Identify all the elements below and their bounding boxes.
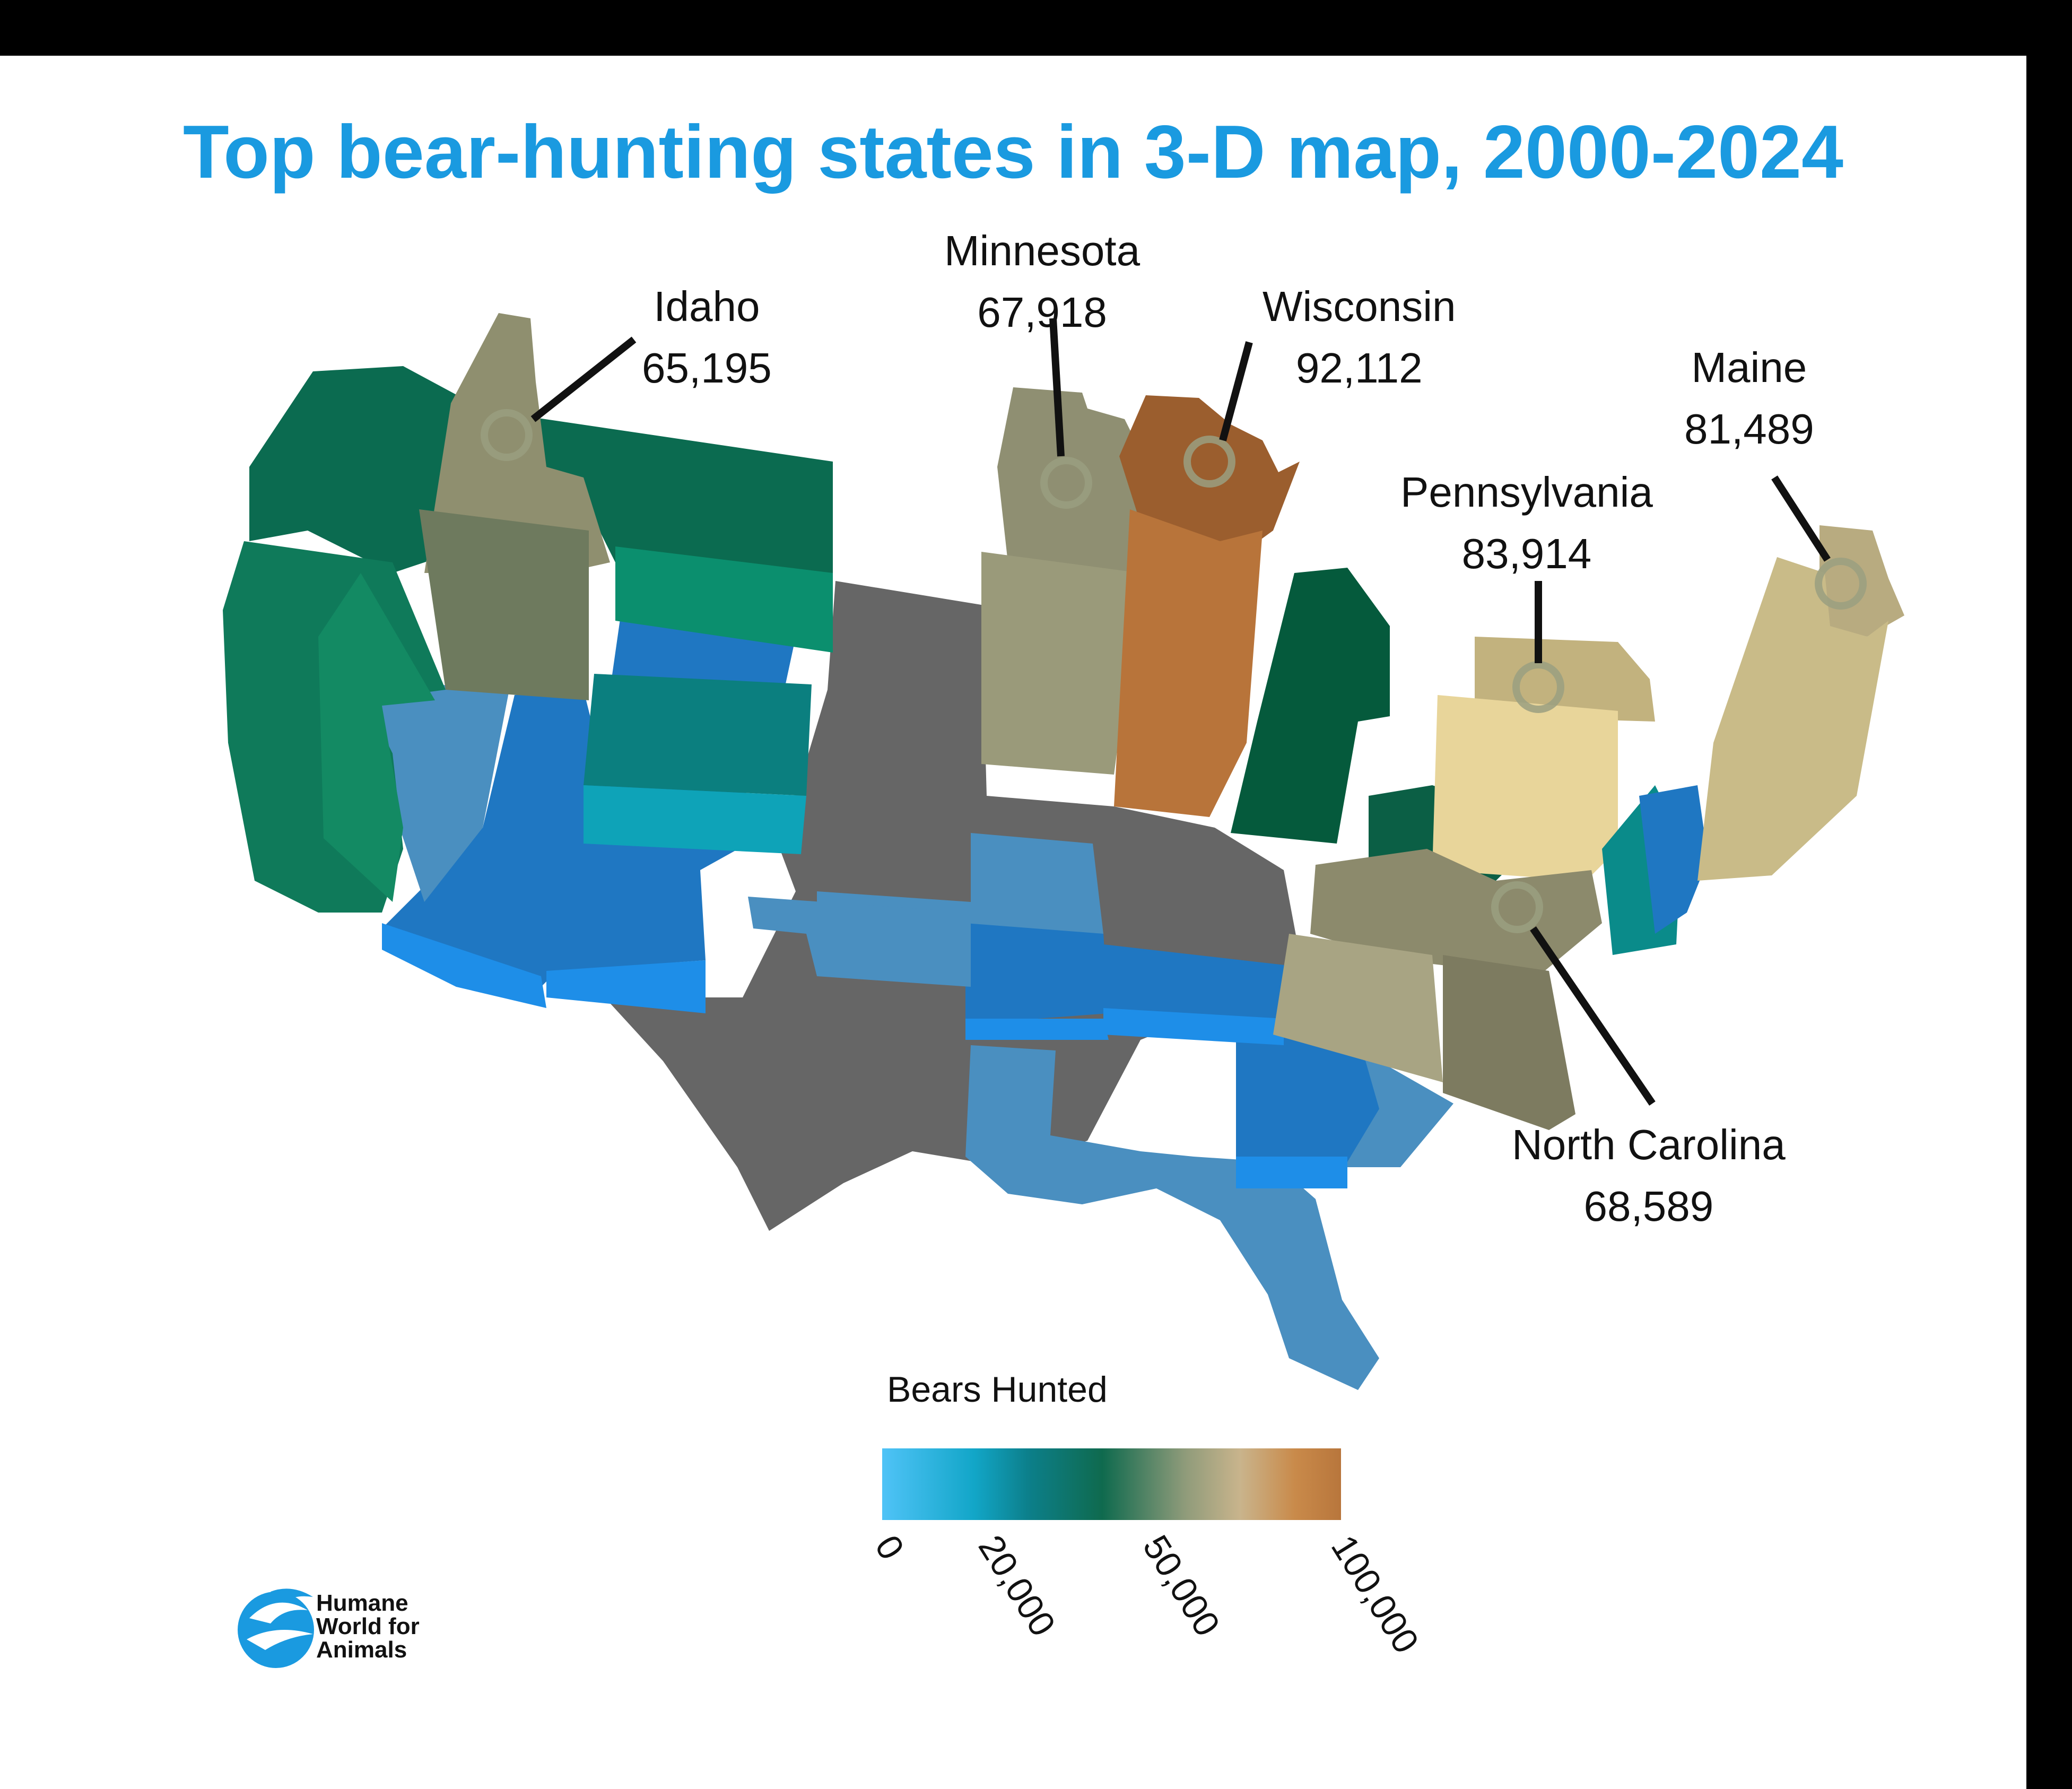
right-black-bar (2026, 0, 2072, 1789)
region-south-blue-front (965, 1008, 1347, 1188)
callout-wisconsin-state: Wisconsin (1263, 283, 1456, 330)
logo-line-2: World for (316, 1613, 420, 1639)
region-michigan (1231, 568, 1390, 844)
region-pacific-green (249, 366, 472, 573)
region-southwest-blue-front (382, 923, 706, 1013)
callout-idaho-value: 65,195 (642, 344, 772, 392)
map-title: Top bear-hunting states in 3-D map, 2000… (182, 110, 1844, 194)
callout-leaders (530, 318, 1831, 1106)
top-black-bar (0, 0, 2072, 56)
region-idaho-front (419, 509, 589, 700)
callout-north-carolina-value: 68,589 (1583, 1183, 1714, 1230)
region-south-blue (965, 923, 1379, 1162)
callout-pennsylvania-state: Pennsylvania (1400, 468, 1653, 516)
region-colorado-teal-front (584, 785, 806, 854)
callout-pennsylvania: Pennsylvania 83,914 (1400, 462, 1653, 585)
callout-minnesota: Minnesota 67,918 (944, 220, 1140, 343)
region-new-england-blue (1639, 785, 1708, 934)
callout-maine-value: 81,489 (1684, 405, 1814, 453)
legend-color-bar (882, 1448, 1341, 1520)
region-california-side (318, 573, 435, 902)
region-minnesota-top (997, 387, 1146, 573)
region-oklahoma-light (748, 897, 971, 987)
region-montana-green (509, 414, 833, 578)
region-maine-front (1697, 557, 1888, 881)
region-north-carolina-side (1443, 955, 1575, 1130)
callout-maine: Maine 81,489 (1684, 337, 1814, 460)
region-north-carolina-top (1310, 849, 1602, 976)
legend-title: Bears Hunted (887, 1369, 1108, 1410)
logo-line-3: Animals (316, 1637, 407, 1663)
region-idaho-top (424, 313, 610, 573)
callout-minnesota-state: Minnesota (944, 227, 1141, 274)
callout-north-carolina-state: North Carolina (1512, 1121, 1786, 1168)
callout-pennsylvania-value: 83,914 (1461, 530, 1592, 577)
callout-minnesota-value: 67,918 (977, 289, 1107, 336)
humane-world-logo (238, 1588, 314, 1668)
callout-idaho-state: Idaho (654, 283, 760, 330)
callout-north-carolina: North Carolina 68,589 (1512, 1114, 1786, 1237)
callout-idaho: Idaho 65,195 (642, 276, 772, 399)
logo-wordmark: Humane World for Animals (316, 1592, 420, 1662)
region-colorado-teal-top (584, 674, 812, 796)
logo-line-1: Humane (316, 1590, 408, 1616)
region-montana-front (615, 546, 833, 653)
callout-wisconsin-value: 92,112 (1295, 344, 1423, 392)
callout-rings (481, 409, 1867, 933)
region-southeast-light (817, 833, 1453, 1390)
logo-emblem-icon (238, 1588, 314, 1668)
region-wisconsin-front (1114, 509, 1263, 817)
region-north-carolina-front (1273, 934, 1443, 1082)
region-pennsylvania-front (1432, 695, 1618, 881)
region-minnesota-front (981, 552, 1141, 775)
callout-maine-state: Maine (1691, 344, 1807, 391)
region-nevada-light (361, 679, 509, 902)
callout-wisconsin: Wisconsin 92,112 (1263, 276, 1456, 399)
